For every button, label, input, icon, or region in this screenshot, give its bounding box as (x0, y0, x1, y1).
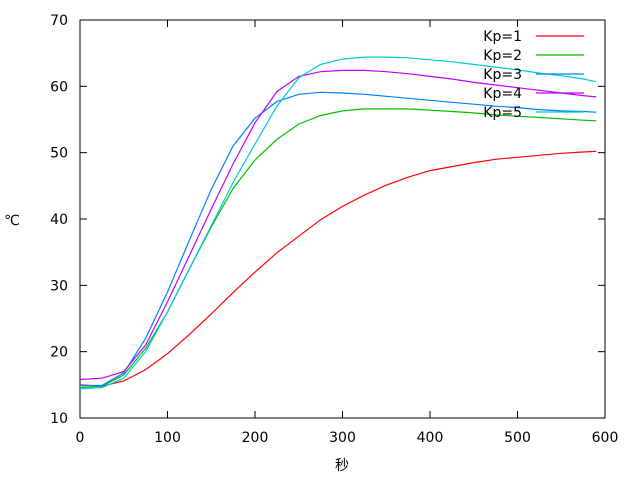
series-line-kp4 (79, 69, 597, 381)
y-tick-label: 70 (50, 13, 68, 29)
series-line-kp1 (79, 150, 597, 387)
legend-label: Kp=5 (483, 105, 522, 121)
series-line-kp3 (80, 91, 597, 387)
y-tick-label: 60 (50, 79, 68, 95)
axis-tick-labels: 0 100 200 300 400 500 600 10 20 30 40 50 60 70 (50, 13, 618, 446)
y-tick-label: 10 (50, 411, 68, 427)
y-tick-label: 20 (50, 345, 68, 361)
legend-label: Kp=3 (483, 67, 522, 83)
legend-label: Kp=1 (483, 29, 522, 45)
series-line-kp5 (79, 56, 597, 390)
x-tick-label: 0 (76, 430, 85, 446)
y-axis-label: ℃ (4, 213, 20, 229)
y-tick-label: 30 (50, 278, 68, 294)
series-line-kp2 (79, 108, 597, 389)
legend: Kp=1 Kp=2 Kp=3 Kp=4 Kp=5 (483, 29, 584, 121)
x-axis-label: 秒 (335, 458, 349, 474)
y-tick-label: 50 (50, 146, 68, 162)
axis-ticks (79, 19, 606, 419)
legend-label: Kp=2 (483, 48, 522, 64)
x-tick-label: 600 (592, 430, 619, 446)
x-tick-label: 200 (242, 430, 269, 446)
y-tick-label: 40 (50, 212, 68, 228)
x-tick-label: 100 (154, 430, 181, 446)
series-lines (79, 56, 597, 390)
x-tick-label: 500 (504, 430, 531, 446)
x-tick-label: 400 (417, 430, 444, 446)
legend-label: Kp=4 (483, 86, 522, 102)
x-tick-label: 300 (329, 430, 356, 446)
plot-frame (79, 19, 606, 419)
